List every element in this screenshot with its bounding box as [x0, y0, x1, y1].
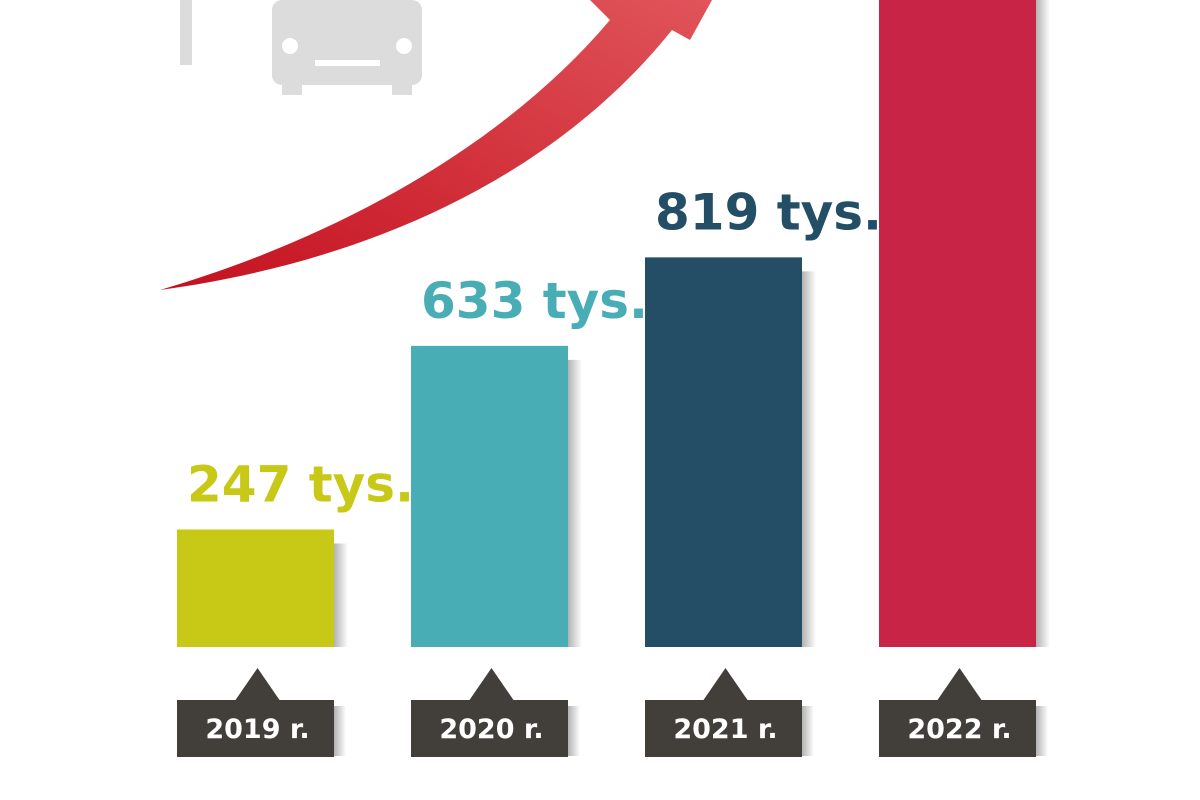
x-tick-label: 2020 r. — [439, 714, 543, 745]
category-box — [411, 668, 568, 757]
bar — [879, 0, 1036, 648]
category-shadow — [334, 706, 346, 756]
value-label: 819 tys. — [655, 183, 882, 241]
bar — [645, 257, 802, 647]
category-shadow — [568, 706, 580, 756]
x-tick-label: 2021 r. — [673, 714, 777, 745]
category-box — [879, 668, 1036, 757]
bar-shadow — [1036, 0, 1050, 648]
bar-shadow — [334, 543, 348, 647]
x-tick-label: 2019 r. — [205, 714, 309, 745]
category-box — [645, 668, 802, 757]
category-box — [177, 668, 334, 757]
value-label: 633 tys. — [421, 272, 648, 330]
bar-shadow — [802, 271, 816, 647]
value-label: 247 tys. — [187, 455, 414, 513]
bar — [411, 345, 568, 647]
bus-icon — [180, 0, 422, 95]
category-shadow — [1036, 706, 1048, 756]
growth-arrow — [160, 0, 712, 290]
x-tick-label: 2022 r. — [907, 714, 1011, 745]
bar-shadow — [568, 359, 582, 647]
bar — [177, 529, 334, 647]
category-shadow — [802, 706, 814, 756]
